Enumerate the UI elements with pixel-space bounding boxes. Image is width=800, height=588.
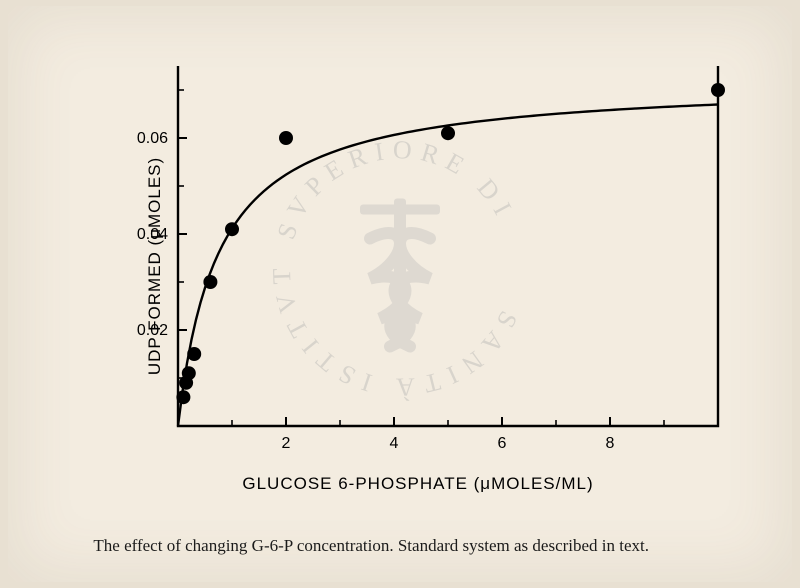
plot-area: UDP FORMED (μMOLES) 2468 0.020.040.06 GL…: [108, 46, 728, 486]
y-tick-label: 0.02: [137, 322, 168, 339]
data-point: [279, 131, 293, 145]
fit-curve: [178, 105, 718, 426]
x-tick-label: 6: [498, 435, 507, 452]
data-point: [187, 347, 201, 361]
x-tick-label: 8: [606, 435, 615, 452]
data-point: [176, 390, 190, 404]
y-tick-label: 0.06: [137, 130, 168, 147]
data-point: [711, 83, 725, 97]
paper-background: UDP FORMED (μMOLES) 2468 0.020.040.06 GL…: [8, 6, 792, 582]
x-axis-label: GLUCOSE 6-PHOSPHATE (μMOLES/ML): [108, 474, 728, 494]
axes-frame: [178, 66, 718, 426]
x-axis-label-text: GLUCOSE 6-PHOSPHATE (μMOLES/ML): [242, 474, 593, 493]
y-tick-label: 0.04: [137, 226, 168, 243]
chart-svg: 2 4 6 8 0.02 0.04 0.06: [108, 46, 728, 486]
data-point: [225, 222, 239, 236]
x-tick-label: 4: [390, 435, 399, 452]
x-tick-label: 2: [282, 435, 291, 452]
figure-caption: The effect of changing G-6-P concentrati…: [56, 534, 768, 558]
data-point: [203, 275, 217, 289]
data-point: [441, 126, 455, 140]
